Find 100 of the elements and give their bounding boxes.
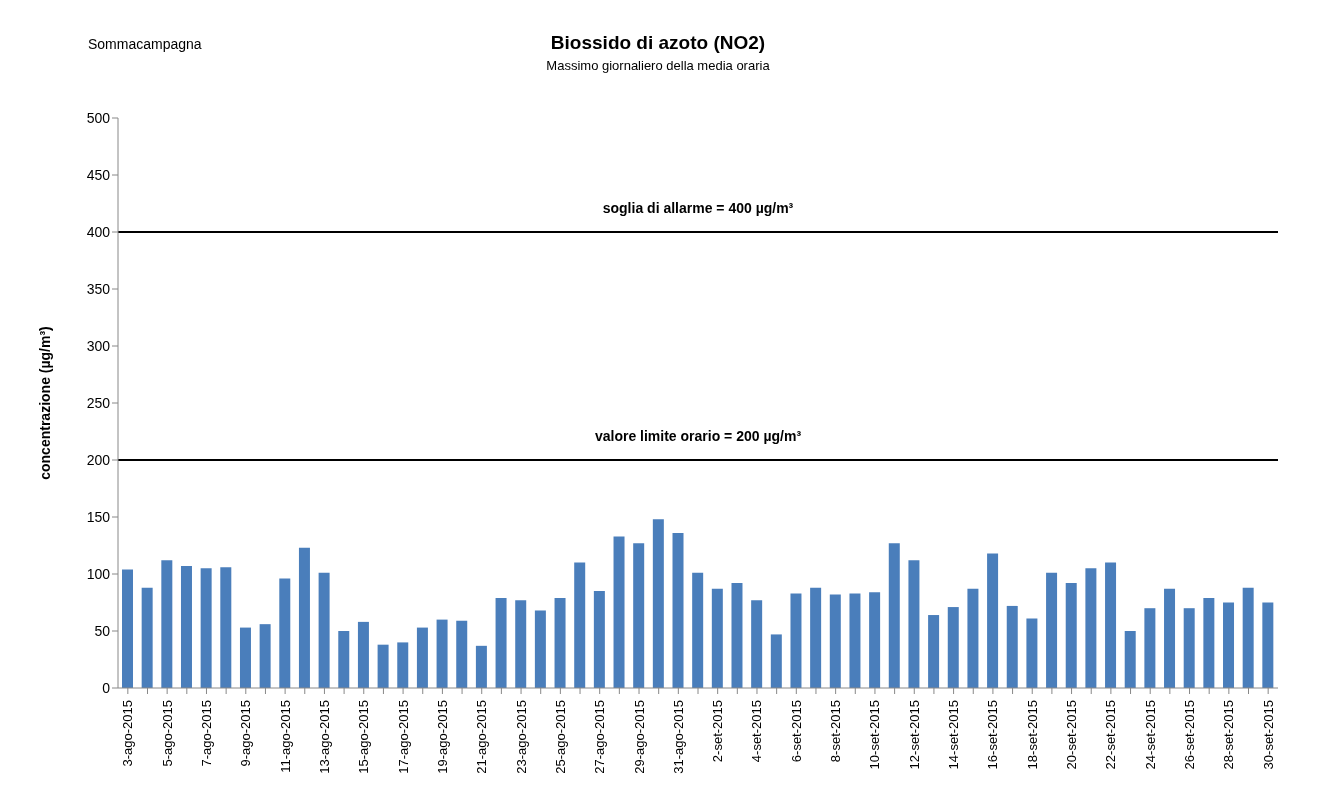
bar xyxy=(279,578,291,688)
bar xyxy=(1242,587,1254,688)
bar xyxy=(1164,588,1176,688)
x-tick-label: 19-ago-2015 xyxy=(434,700,450,774)
bar xyxy=(456,620,468,688)
x-tick-label: 25-ago-2015 xyxy=(552,700,568,774)
bar xyxy=(141,587,153,688)
bar xyxy=(161,560,173,688)
bar xyxy=(259,624,271,688)
x-tick-label: 29-ago-2015 xyxy=(631,700,647,774)
bar xyxy=(692,572,704,688)
y-tick-label: 350 xyxy=(86,280,111,297)
bar xyxy=(534,610,546,688)
x-tick-label: 24-set-2015 xyxy=(1142,700,1158,770)
bar xyxy=(751,600,763,688)
x-tick-label: 13-ago-2015 xyxy=(316,700,332,774)
bar xyxy=(770,634,782,688)
bar xyxy=(652,519,664,688)
bar xyxy=(1065,583,1077,688)
bar xyxy=(1203,597,1215,688)
bar xyxy=(711,588,723,688)
x-tick-label: 31-ago-2015 xyxy=(670,700,686,774)
bar xyxy=(672,532,684,688)
bar xyxy=(515,600,527,688)
x-tick-label: 2-set-2015 xyxy=(710,700,726,763)
bar xyxy=(829,594,841,688)
bar xyxy=(810,587,822,688)
ref-line-label: soglia di allarme = 400 µg/m³ xyxy=(602,200,794,216)
bar xyxy=(495,597,507,688)
x-tick-label: 27-ago-2015 xyxy=(592,700,608,774)
bar xyxy=(180,566,192,688)
bar xyxy=(593,591,605,688)
y-tick-label: 100 xyxy=(86,565,111,582)
bar xyxy=(554,597,566,688)
x-tick-label: 9-ago-2015 xyxy=(238,700,254,767)
y-tick-label: 400 xyxy=(86,223,111,240)
chart-title: Biossido di azoto (NO2) xyxy=(550,32,766,53)
bar xyxy=(987,553,999,688)
x-tick-label: 8-set-2015 xyxy=(828,700,844,763)
y-tick-label: 0 xyxy=(102,679,111,696)
x-tick-label: 15-ago-2015 xyxy=(356,700,372,774)
y-tick-label: 300 xyxy=(86,337,111,354)
chart-subtitle: Massimo giornaliero della media oraria xyxy=(545,58,771,73)
x-tick-label: 17-ago-2015 xyxy=(395,700,411,774)
bar xyxy=(318,572,330,688)
bar xyxy=(967,588,979,688)
x-tick-label: 6-set-2015 xyxy=(788,700,804,763)
bar xyxy=(869,592,881,688)
x-tick-label: 23-ago-2015 xyxy=(513,700,529,774)
x-tick-label: 4-set-2015 xyxy=(749,700,765,763)
bar xyxy=(239,627,251,688)
x-tick-label: 21-ago-2015 xyxy=(474,700,490,774)
x-tick-label: 18-set-2015 xyxy=(1024,700,1040,770)
x-tick-label: 20-set-2015 xyxy=(1064,700,1080,770)
bar xyxy=(1085,568,1097,688)
bar xyxy=(888,543,900,688)
y-tick-label: 150 xyxy=(86,508,111,525)
bar xyxy=(122,569,133,688)
y-tick-label: 500 xyxy=(86,109,111,126)
y-axis-title: concentrazione (µg/m³) xyxy=(36,326,53,480)
bar xyxy=(436,619,448,688)
y-tick-label: 200 xyxy=(86,451,111,468)
text: Sommacampagna xyxy=(88,36,202,52)
x-tick-label: 5-ago-2015 xyxy=(159,700,175,767)
bar xyxy=(1006,605,1018,688)
ref-line-label: valore limite orario = 200 µg/m³ xyxy=(594,428,802,444)
bar xyxy=(908,560,920,688)
bar xyxy=(633,543,645,688)
x-tick-label: 11-ago-2015 xyxy=(277,700,293,773)
bar xyxy=(298,547,310,688)
bar xyxy=(1026,618,1038,688)
bar xyxy=(1124,631,1136,688)
bar xyxy=(475,645,487,688)
bar xyxy=(1262,602,1274,688)
x-tick-label: 14-set-2015 xyxy=(946,700,962,770)
bar xyxy=(1183,608,1195,688)
x-tick-label: 16-set-2015 xyxy=(985,700,1001,770)
y-tick-label: 450 xyxy=(86,166,111,183)
bar xyxy=(947,607,959,688)
bar xyxy=(416,627,428,688)
bar xyxy=(1223,602,1235,688)
bar xyxy=(731,583,743,688)
bar xyxy=(574,562,586,688)
bar xyxy=(397,642,409,688)
x-tick-label: 30-set-2015 xyxy=(1260,700,1276,770)
x-tick-label: 10-set-2015 xyxy=(867,700,883,770)
bar xyxy=(613,536,625,688)
bar xyxy=(790,593,802,688)
bar xyxy=(928,615,940,688)
y-tick-label: 50 xyxy=(94,622,111,639)
x-tick-label: 12-set-2015 xyxy=(906,700,922,770)
bar xyxy=(357,621,369,688)
x-tick-label: 22-set-2015 xyxy=(1103,700,1119,770)
bar xyxy=(377,644,389,688)
bar xyxy=(220,567,232,688)
bar xyxy=(338,631,350,688)
bar xyxy=(1105,562,1117,688)
x-tick-label: 7-ago-2015 xyxy=(198,700,214,767)
bar xyxy=(1144,608,1156,688)
bar xyxy=(200,568,212,688)
